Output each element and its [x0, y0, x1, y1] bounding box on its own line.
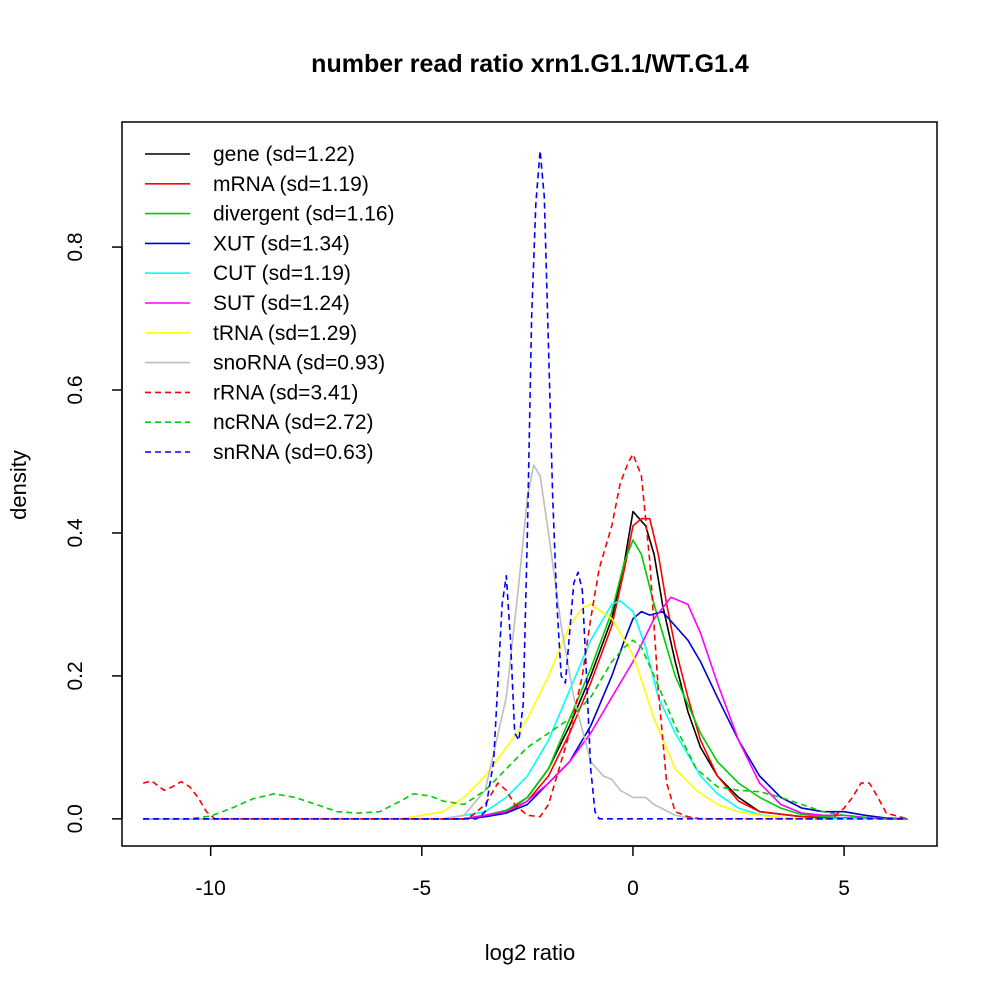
- x-tick-label: -5: [412, 877, 431, 900]
- legend-label-SUT: SUT (sd=1.24): [213, 292, 350, 315]
- legend-label-rRNA: rRNA (sd=3.41): [213, 381, 358, 404]
- x-axis: -10 -5 0 5: [195, 845, 850, 900]
- series-line-divergent: [143, 539, 908, 820]
- legend-label-snoRNA: snoRNA (sd=0.93): [213, 352, 385, 375]
- series-line-ncRNA: [143, 639, 908, 820]
- chart-title: number read ratio xrn1.G1.1/WT.G1.4: [311, 50, 749, 78]
- legend-label-mRNA: mRNA (sd=1.19): [213, 173, 369, 196]
- x-tick-label: -10: [195, 877, 225, 900]
- x-axis-label: log2 ratio: [485, 940, 576, 965]
- legend-label-CUT: CUT (sd=1.19): [213, 262, 351, 285]
- series-line-snRNA: [143, 149, 908, 820]
- legend-label-tRNA: tRNA (sd=1.29): [213, 322, 357, 345]
- y-axis: 0.0 0.2 0.4 0.6 0.8: [64, 232, 123, 833]
- legend-label-XUT: XUT (sd=1.34): [213, 232, 350, 255]
- series-line-XUT: [143, 610, 908, 820]
- y-tick-label: 0.8: [64, 232, 87, 261]
- legend: gene (sd=1.22) mRNA (sd=1.19) divergent (s…: [145, 143, 395, 464]
- series-line-snoRNA: [143, 464, 697, 820]
- legend-label-snRNA: snRNA (sd=0.63): [213, 441, 374, 464]
- y-tick-label: 0.6: [64, 375, 87, 404]
- x-tick-label: 5: [838, 877, 850, 900]
- legend-label-divergent: divergent (sd=1.16): [213, 203, 395, 226]
- y-tick-label: 0.4: [64, 518, 87, 548]
- y-tick-label: 0.0: [64, 804, 87, 833]
- legend-label-ncRNA: ncRNA (sd=2.72): [213, 411, 374, 434]
- series-layer: [142, 149, 908, 820]
- series-line-SUT: [143, 596, 908, 820]
- x-tick-label: 0: [627, 877, 639, 900]
- series-line-tRNA: [143, 603, 823, 820]
- y-axis-label: density: [6, 450, 31, 520]
- y-tick-label: 0.2: [64, 661, 87, 690]
- legend-label-gene: gene (sd=1.22): [213, 143, 355, 166]
